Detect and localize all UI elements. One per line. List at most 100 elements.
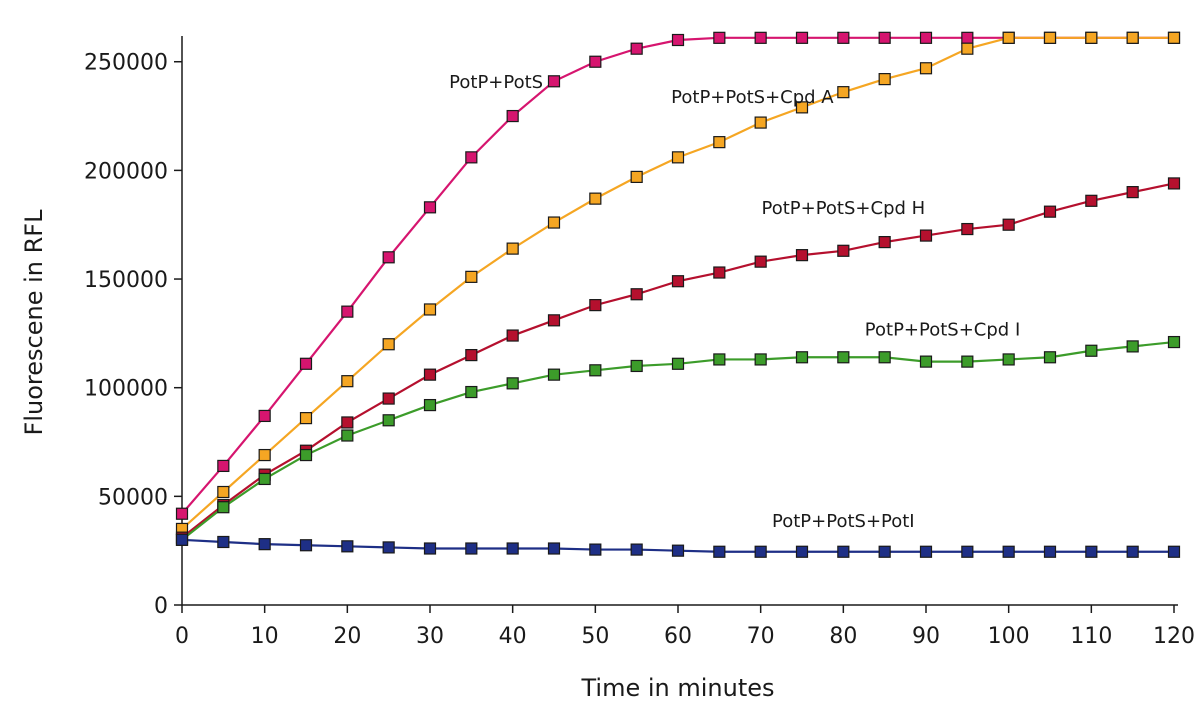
data-point xyxy=(961,545,974,558)
data-point xyxy=(919,355,933,368)
data-point xyxy=(837,31,850,44)
data-point xyxy=(547,216,561,229)
data-point xyxy=(341,305,354,318)
data-point xyxy=(671,151,685,164)
y-tick-label: 0 xyxy=(154,594,168,619)
data-point xyxy=(1043,545,1057,558)
x-tick-label: 20 xyxy=(333,624,361,649)
data-point xyxy=(217,459,230,473)
data-point xyxy=(919,31,933,44)
data-point xyxy=(795,545,809,558)
data-point xyxy=(506,377,519,390)
data-point xyxy=(878,545,891,558)
y-tick-label: 200000 xyxy=(84,159,168,184)
data-point xyxy=(423,368,437,381)
data-point xyxy=(1002,31,1015,44)
data-point xyxy=(713,266,726,279)
series-line xyxy=(181,340,1175,541)
data-point xyxy=(341,375,354,388)
x-tick-label: 0 xyxy=(175,624,189,649)
data-point xyxy=(795,31,809,44)
data-point xyxy=(1126,31,1139,44)
data-point xyxy=(217,485,230,499)
data-point xyxy=(299,539,313,552)
data-point xyxy=(1002,353,1015,366)
data-point xyxy=(589,192,602,205)
data-point xyxy=(547,542,561,555)
data-point xyxy=(423,201,437,214)
x-tick-label: 60 xyxy=(664,624,692,649)
data-point xyxy=(423,303,437,316)
x-tick-label: 70 xyxy=(747,624,775,649)
data-point xyxy=(837,244,850,257)
data-point xyxy=(589,364,602,377)
data-point xyxy=(382,541,395,554)
series-labels: PotP+PotS PotP+PotS+Cpd A PotP+PotS+Cpd H P… xyxy=(449,72,1020,532)
series-3 xyxy=(175,177,1181,544)
data-point xyxy=(754,116,767,129)
data-point xyxy=(754,31,767,44)
data-point xyxy=(299,448,313,462)
data-point xyxy=(1126,545,1139,558)
data-point xyxy=(671,357,685,370)
data-point xyxy=(713,545,726,558)
data-point xyxy=(630,543,643,556)
data-point xyxy=(630,42,643,55)
data-point xyxy=(630,170,643,184)
x-tick-label: 120 xyxy=(1153,624,1195,649)
x-tick-label: 50 xyxy=(581,624,609,649)
data-point xyxy=(1167,31,1181,44)
data-point xyxy=(1167,545,1181,558)
data-point xyxy=(382,251,395,264)
data-point xyxy=(961,222,974,236)
data-point xyxy=(713,353,726,366)
data-point xyxy=(258,448,271,462)
data-point xyxy=(919,545,933,558)
x-tick-label: 90 xyxy=(912,624,940,649)
data-point xyxy=(465,542,478,555)
y-axis-title: Fluorescene in RFL xyxy=(20,209,48,436)
x-axis-title: Time in minutes xyxy=(580,674,774,702)
y-tick-label: 100000 xyxy=(84,377,168,402)
series-label: PotP+PotS+PotI xyxy=(772,511,915,532)
data-point xyxy=(878,235,891,249)
data-point xyxy=(547,368,561,381)
data-point xyxy=(258,409,271,423)
axes xyxy=(181,36,1178,606)
data-point xyxy=(382,392,395,405)
data-point xyxy=(547,75,561,88)
data-point xyxy=(1126,340,1139,353)
x-tick-label: 110 xyxy=(1070,624,1112,649)
data-point xyxy=(837,545,850,558)
data-point xyxy=(465,151,478,164)
data-point xyxy=(754,255,767,268)
x-axis-ticks: 0 10 20 30 40 50 60 70 80 90 100 110 120 xyxy=(175,605,1195,649)
data-point xyxy=(961,42,974,55)
data-point xyxy=(589,299,602,312)
data-point xyxy=(506,242,519,255)
data-point xyxy=(795,101,809,114)
data-point xyxy=(878,73,891,86)
y-tick-label: 50000 xyxy=(98,485,168,510)
data-point xyxy=(1085,31,1098,44)
data-point xyxy=(837,86,850,99)
x-tick-label: 100 xyxy=(988,624,1030,649)
data-point xyxy=(1043,205,1057,218)
data-point xyxy=(547,314,561,327)
data-point xyxy=(341,429,354,442)
data-point xyxy=(175,507,189,520)
data-point xyxy=(671,275,685,288)
data-point xyxy=(671,33,685,47)
data-point xyxy=(961,355,974,368)
data-point xyxy=(878,31,891,44)
data-point xyxy=(754,545,767,558)
series-label: PotP+PotS+Cpd A xyxy=(671,87,834,108)
data-point xyxy=(630,359,643,373)
series-4 xyxy=(175,335,1181,546)
data-point xyxy=(1002,545,1015,558)
data-point xyxy=(1002,218,1015,231)
data-point xyxy=(754,353,767,366)
data-point xyxy=(630,288,643,301)
data-point xyxy=(1085,194,1098,207)
